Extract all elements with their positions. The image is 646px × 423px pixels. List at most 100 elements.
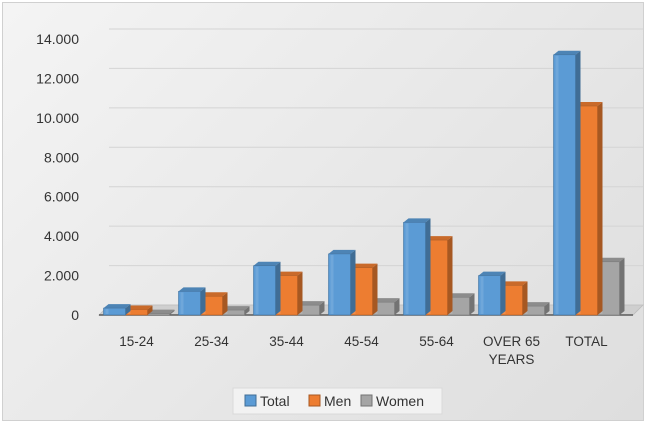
bar-top bbox=[147, 309, 175, 314]
bar-side bbox=[372, 263, 378, 315]
bar-side bbox=[222, 292, 228, 315]
bar-top bbox=[200, 292, 228, 297]
legend-item-total: Total bbox=[244, 393, 290, 409]
bar-top bbox=[125, 305, 153, 310]
bar-side bbox=[597, 102, 603, 316]
bar-top bbox=[500, 281, 528, 286]
bar-highlight bbox=[255, 266, 259, 314]
bar-side bbox=[350, 249, 356, 315]
bar-side bbox=[125, 304, 131, 315]
bar-highlight bbox=[224, 311, 228, 314]
y-tick-label: 14.000 bbox=[36, 31, 79, 47]
bar-total-3 bbox=[328, 249, 356, 316]
bar-highlight bbox=[105, 309, 109, 314]
bar-top bbox=[425, 236, 453, 241]
bar-top bbox=[103, 304, 131, 309]
bar-side bbox=[544, 302, 550, 315]
legend-label: Women bbox=[376, 393, 424, 409]
bar-side bbox=[169, 309, 175, 315]
bar-front bbox=[147, 313, 170, 316]
bar-women-5 bbox=[522, 302, 550, 316]
bar-front bbox=[103, 307, 126, 316]
bar-total-0 bbox=[103, 304, 131, 316]
bar-top bbox=[447, 293, 475, 298]
bar-side bbox=[275, 261, 281, 315]
legend-item-men: Men bbox=[308, 393, 351, 409]
bar-side bbox=[319, 301, 325, 315]
bar-total-1 bbox=[178, 287, 206, 316]
legend-swatch bbox=[308, 394, 321, 407]
bar-front bbox=[553, 54, 576, 316]
bar-front bbox=[478, 275, 501, 316]
bar-top bbox=[275, 271, 303, 276]
bar-chart: 02.0004.0006.0008.00010.00012.00014.000 … bbox=[36, 28, 644, 415]
bar-side bbox=[469, 293, 475, 315]
y-tick-label: 4.000 bbox=[44, 228, 79, 244]
bar-side bbox=[394, 298, 400, 315]
bar-men-0 bbox=[125, 305, 153, 316]
bar-highlight bbox=[180, 292, 184, 314]
gridlines bbox=[109, 28, 643, 306]
bar-highlight bbox=[480, 276, 484, 314]
bar-top bbox=[478, 271, 506, 276]
bar-highlight bbox=[127, 310, 131, 314]
legend-item-women: Women bbox=[360, 393, 424, 409]
bar-women-1 bbox=[222, 306, 250, 316]
bar-side bbox=[425, 218, 431, 315]
bar-side bbox=[147, 305, 153, 315]
bar-total-5 bbox=[478, 271, 506, 316]
bar-top bbox=[178, 287, 206, 292]
bars bbox=[103, 50, 625, 316]
x-category-label: 25-34 bbox=[194, 334, 229, 349]
x-category-label: TOTAL bbox=[565, 334, 608, 349]
legend-swatch bbox=[244, 394, 257, 407]
bar-total-6 bbox=[553, 50, 581, 316]
bar-top bbox=[222, 306, 250, 311]
legend-box bbox=[232, 387, 443, 415]
bar-front bbox=[253, 265, 276, 316]
bar-front bbox=[328, 253, 351, 316]
x-axis-ticks: 15-24 25-34 35-44 45-54 55-64 OVER 65 YEARS TOT… bbox=[119, 334, 608, 367]
bar-highlight bbox=[330, 254, 334, 314]
bar-front bbox=[403, 222, 426, 316]
bar-side bbox=[500, 271, 506, 315]
bar-top bbox=[522, 302, 550, 307]
bar-side bbox=[619, 257, 625, 315]
bar-top bbox=[553, 50, 581, 55]
y-tick-label: 8.000 bbox=[44, 149, 79, 165]
bar-top bbox=[403, 218, 431, 223]
x-category-label: OVER 65 YEARS bbox=[483, 334, 540, 367]
x-category-label: 15-24 bbox=[119, 334, 154, 349]
bar-highlight bbox=[555, 55, 559, 315]
bar-side bbox=[244, 306, 250, 315]
bar-total-2 bbox=[253, 261, 281, 316]
bar-side bbox=[575, 50, 581, 316]
x-category-label: 35-44 bbox=[269, 334, 304, 349]
legend-swatch bbox=[360, 394, 373, 407]
y-tick-label: 2.000 bbox=[44, 268, 79, 284]
bar-side bbox=[297, 271, 303, 315]
x-category-label: 45-54 bbox=[344, 334, 379, 349]
bar-side bbox=[522, 281, 528, 315]
y-tick-label: 0 bbox=[71, 307, 79, 323]
y-tick-label: 12.000 bbox=[36, 70, 79, 86]
bar-top bbox=[350, 263, 378, 268]
bar-top bbox=[575, 102, 603, 107]
bar-top bbox=[253, 261, 281, 266]
y-tick-label: 10.000 bbox=[36, 110, 79, 126]
legend: Total Men Women bbox=[232, 387, 443, 415]
legend-label: Men bbox=[324, 393, 351, 409]
bar-top bbox=[372, 298, 400, 303]
bar-top bbox=[328, 249, 356, 254]
bar-men-5 bbox=[500, 281, 528, 316]
x-category-label: 55-64 bbox=[419, 334, 454, 349]
y-tick-label: 6.000 bbox=[44, 189, 79, 205]
bar-top bbox=[597, 257, 625, 262]
bar-top bbox=[297, 301, 325, 306]
y-axis-ticks: 0 2.000 4.000 6.000 8.000 10.000 12.000 14.000 bbox=[36, 31, 79, 323]
bar-side bbox=[447, 236, 453, 315]
bar-highlight bbox=[405, 223, 409, 314]
bar-side bbox=[200, 287, 206, 315]
bar-total-4 bbox=[403, 218, 431, 316]
